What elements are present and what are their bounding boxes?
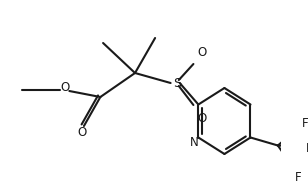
Text: O: O xyxy=(197,45,206,59)
Text: F: F xyxy=(306,142,308,155)
Text: S: S xyxy=(173,76,181,90)
Text: O: O xyxy=(197,111,206,125)
Text: O: O xyxy=(78,126,87,140)
Text: N: N xyxy=(190,136,199,149)
Text: F: F xyxy=(295,171,301,184)
Text: F: F xyxy=(302,117,308,130)
Text: O: O xyxy=(60,80,69,94)
